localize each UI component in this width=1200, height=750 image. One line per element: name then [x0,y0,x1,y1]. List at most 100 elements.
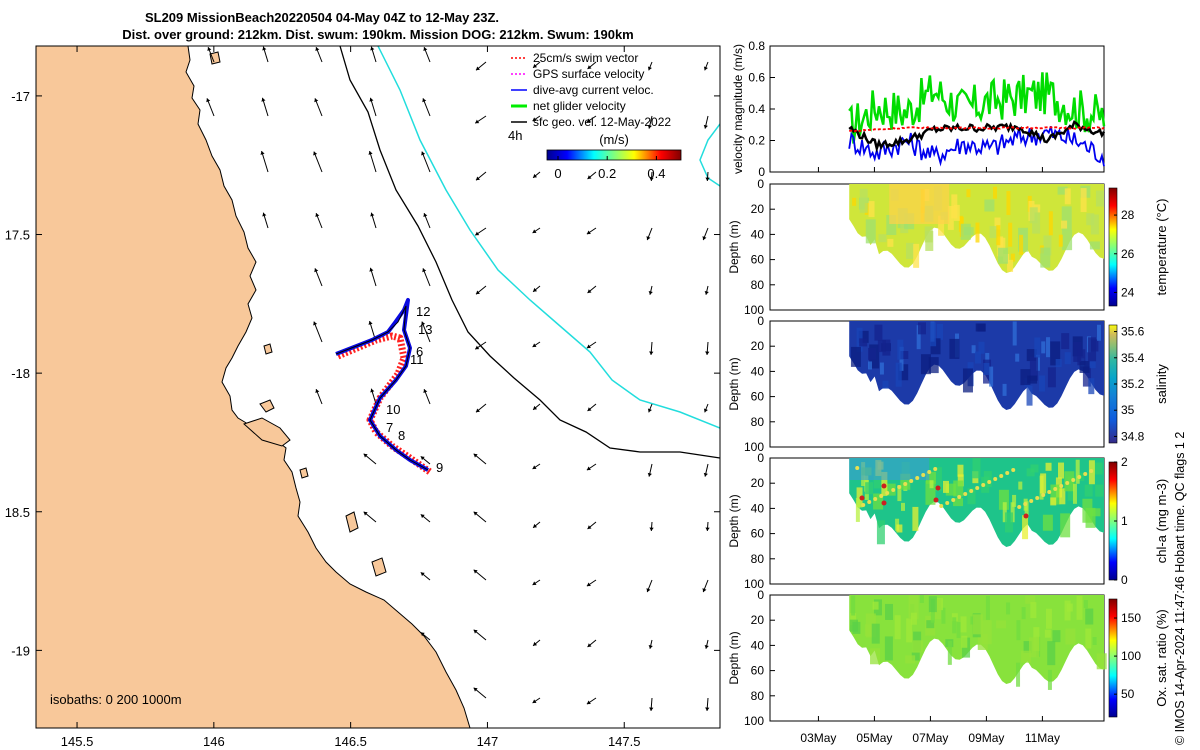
velocity-arrowhead [587,175,592,180]
velocity-arrow [313,151,323,173]
map-frame [35,45,721,729]
salinity-section-patch [858,330,869,343]
velocity-ytick-label: 0.2 [748,134,765,148]
salinity-section-patch [971,345,976,354]
salinity-section-patch [1041,341,1046,354]
day-label: 9 [436,460,443,475]
velocity-arrowhead [475,66,480,71]
temperature-section-patch [868,201,875,218]
salinity-section-patch [1035,354,1040,371]
oxygen-section-patch [1092,636,1097,645]
velocity-arrowhead [702,236,707,241]
velocity-arrowhead [260,150,265,155]
oxygen-section-patch [952,617,957,634]
map-xtick-label: 146 [203,734,225,749]
date-tick-label: 11May [1025,731,1060,745]
chla-section-patch [942,480,949,493]
depth-tick-label: 40 [751,638,765,652]
velocity-arrowhead [532,465,537,470]
chla-section-patch [925,471,936,484]
salinity-section-patch [1029,356,1038,381]
velocity-arrowhead [647,124,652,129]
day-label: 8 [398,428,405,443]
salinity-section-patch [1050,341,1061,366]
temperature-section-patch [994,217,1001,230]
chla-section-patch [1085,507,1096,528]
isobath-200m [339,46,720,459]
velocity-arrowhead [587,643,592,648]
map-axis-ticks: 145.5 146 146.5 147 147.5 -17 17.5 -18 18.5 -19 [5,46,720,749]
chla-section-patch [1010,502,1015,523]
colorbar-title: (m/s) [599,132,629,147]
temperature-section-patch [999,237,1006,250]
salinity-section-patch [1015,353,1020,362]
map-ytick-label: -19 [11,643,30,658]
velocity-arrowhead [649,177,654,181]
velocity-arrowhead [705,707,710,711]
chla-section-patch [1026,468,1035,477]
oxygen-section-patch [1006,602,1011,615]
chla-high-point [881,500,887,506]
temperature-section-patch [1089,241,1100,250]
temperature-section-patch [913,243,920,268]
temperature-colorbar-tick-label: 24 [1121,285,1135,299]
day-label: 7 [386,420,393,435]
temperature-section-patch [852,197,857,206]
salinity-section-patch [895,362,902,387]
salinity-section-patch [962,368,973,393]
temperature-colorbar-tick-label: 28 [1121,208,1135,222]
oxygen-section-patch [970,616,975,625]
temperature-section-patch [859,188,868,213]
chla-sample-point [1047,490,1052,494]
temperature-section-patch [906,242,915,259]
oxygen-section-patch [872,601,879,610]
velocity-arrow [421,151,431,173]
legend-label: GPS surface velocity [533,67,644,81]
salinity-section-patch [975,323,986,332]
chla-sample-point [1011,468,1016,472]
land-mass [36,46,471,728]
chla-section-patch [953,498,964,507]
salinity-section-patch [1026,349,1037,362]
oxygen-section-patch [851,595,856,616]
velocity-arrowhead [646,236,651,241]
temperature-section-patch [1043,235,1052,256]
legend-label: 25cm/s swim vector [533,51,638,65]
salinity-section-patch [1027,375,1038,384]
velocity-arrow [369,150,377,173]
day-labels: 12 13 611 10 78 9 [386,304,443,475]
oxygen-section-patch [852,621,861,634]
velocity-arrowhead [703,408,708,413]
day-label: 6 [416,344,423,359]
velocity-arrowhead [420,632,425,637]
depth-tick-label: 100 [744,577,764,591]
chla-high-point [859,495,865,501]
date-tick-label: 05May [856,731,892,745]
isobath-1000m [377,46,720,429]
chla-section-patch [1045,462,1052,471]
chla-sample-point [933,467,938,471]
salinity-section-patch [882,339,891,356]
isobath-1000m-offshore [699,123,720,187]
map-ytick-label: -18 [11,366,30,381]
chla-section-patch [957,464,964,477]
salinity-section-patch [1073,341,1082,362]
depth-tick-label: 100 [744,440,764,454]
velocity-arrowhead [705,351,710,355]
temperature-section-patch [1058,234,1063,247]
velocity-arrowhead [475,345,480,350]
velocity-arrowhead [473,629,478,634]
chla-colorbar-tick-label: 1 [1121,514,1128,528]
salinity-section-patch [949,338,960,359]
salinity-section-patch [930,338,941,355]
chla-section-patch [1018,481,1023,490]
velocity-arrowhead [649,527,654,531]
map-ytick-label: 17.5 [5,228,30,243]
chla-sample-point [915,476,920,480]
chla-sample-point [981,483,986,487]
oxygen-section-patch [1045,608,1052,629]
oxygen-section-patch [850,613,857,626]
velocity-arrowhead [649,707,654,711]
depth-tick-label: 20 [751,613,765,627]
velocity-arrowhead [475,119,480,124]
